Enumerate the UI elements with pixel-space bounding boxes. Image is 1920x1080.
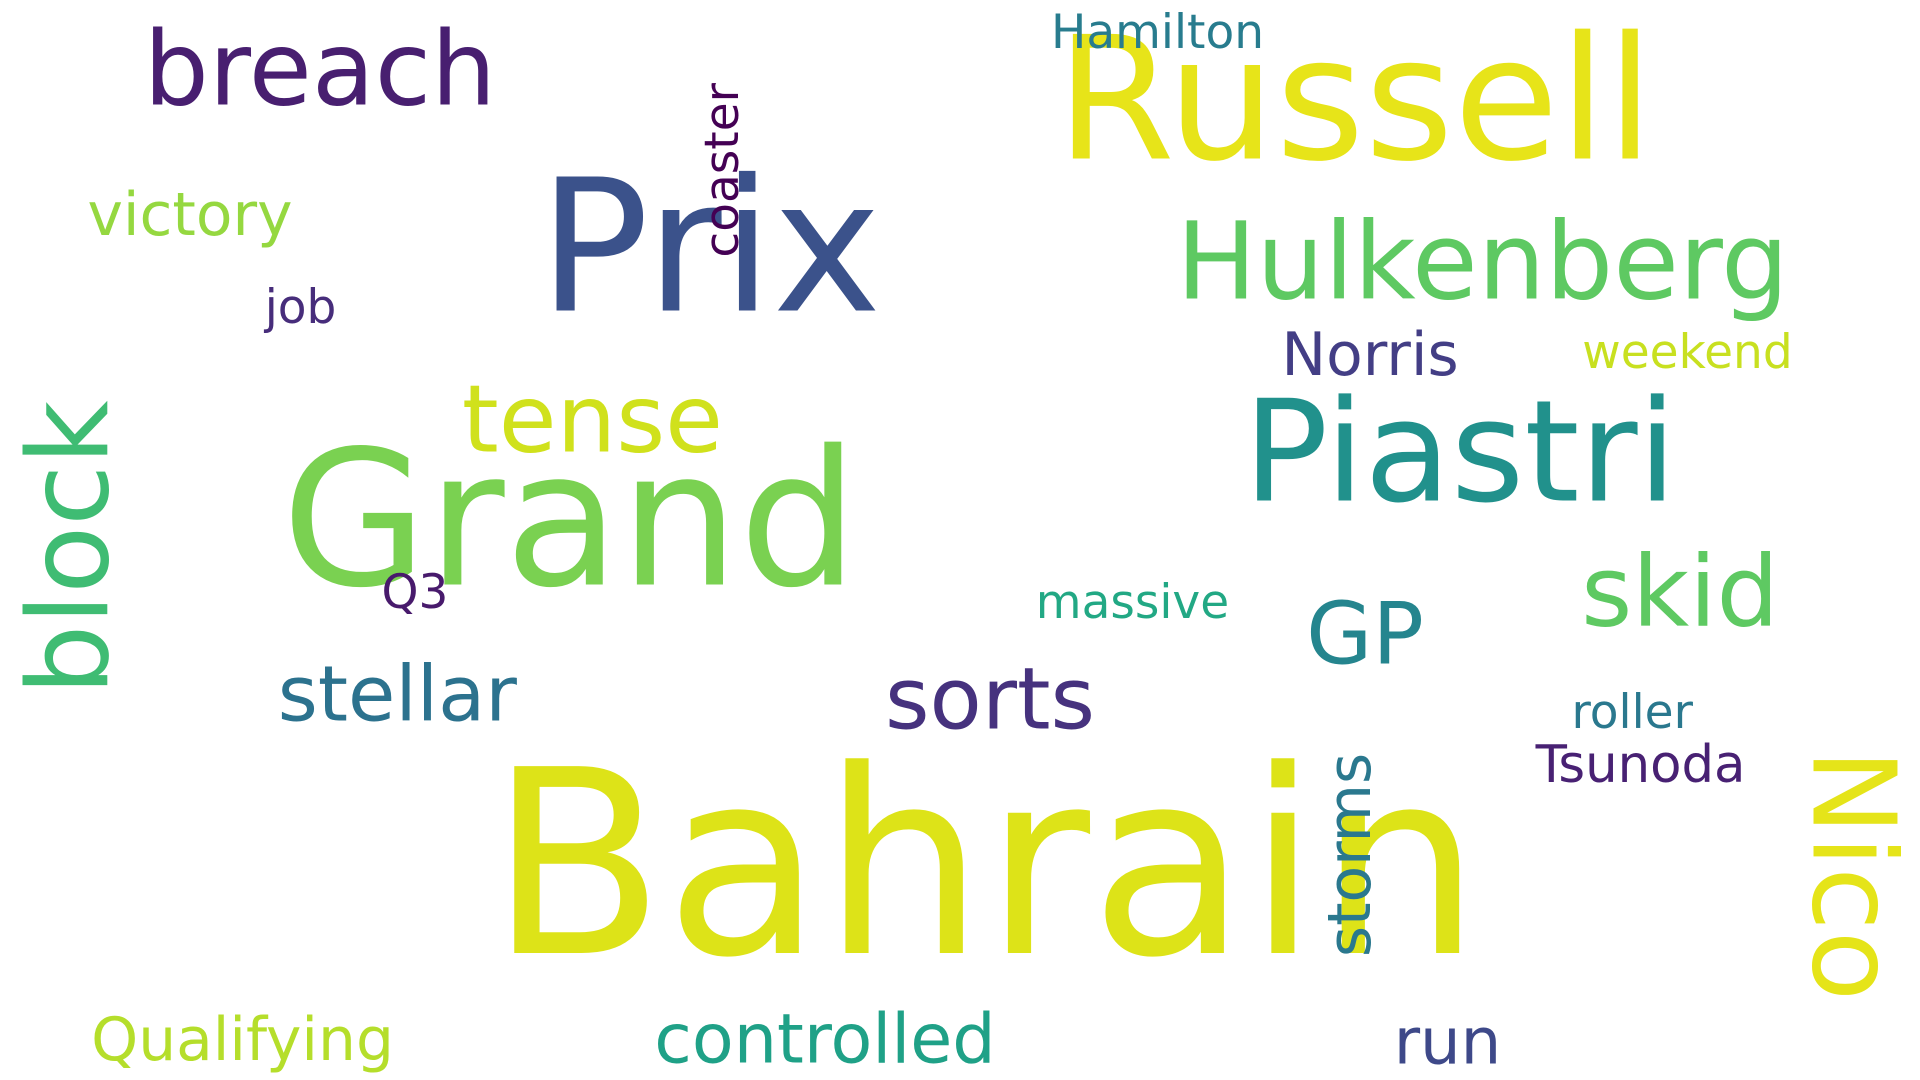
word-hulkenberg: Hulkenberg: [1176, 201, 1789, 325]
word-sorts: sorts: [885, 651, 1095, 750]
word-coaster-group: coaster: [695, 82, 750, 257]
word-grand: Grand: [282, 411, 859, 630]
word-massive: massive: [1036, 575, 1229, 630]
word-roller-group: roller: [1572, 685, 1694, 740]
word-gp: GP: [1306, 586, 1424, 685]
word-block: block: [6, 400, 135, 695]
word-tsunoda: Tsunoda: [1535, 735, 1746, 795]
word-coaster: coaster: [695, 82, 750, 257]
word-skid-group: skid: [1581, 536, 1779, 650]
word-victory: victory: [88, 180, 293, 250]
word-skid: skid: [1581, 536, 1779, 650]
word-nico-group: Nico: [1786, 749, 1920, 1001]
word-norris-group: Norris: [1281, 320, 1458, 390]
word-grand-group: Grand: [282, 411, 859, 630]
word-job-group: job: [264, 280, 337, 335]
word-hamilton-group: Hamilton: [1051, 5, 1264, 60]
word-nico: Nico: [1786, 749, 1920, 1001]
word-weekend: weekend: [1582, 325, 1792, 380]
word-block-group: block: [6, 400, 135, 695]
word-piastri: Piastri: [1243, 371, 1676, 535]
word-run: run: [1394, 1006, 1502, 1080]
word-bahrain: Bahrain: [489, 716, 1481, 1014]
word-hulkenberg-group: Hulkenberg: [1176, 201, 1789, 325]
word-gp-group: GP: [1306, 586, 1424, 685]
word-controlled-group: controlled: [654, 1001, 995, 1080]
word-tense: tense: [462, 366, 723, 475]
word-russell-group: Russell: [1056, 1, 1654, 200]
word-hamilton: Hamilton: [1051, 5, 1264, 60]
word-norris: Norris: [1281, 320, 1458, 390]
word-sorts-group: sorts: [885, 651, 1095, 750]
word-bahrain-group: Bahrain: [489, 716, 1481, 1014]
word-storms: storms: [1315, 753, 1385, 957]
word-prix-group: Prix: [539, 141, 882, 355]
word-qualifying: Qualifying: [91, 1005, 394, 1075]
word-victory-group: victory: [88, 180, 293, 250]
word-run-group: run: [1394, 1006, 1502, 1080]
word-job: job: [264, 280, 337, 335]
word-controlled: controlled: [654, 1001, 995, 1080]
word-roller: roller: [1572, 685, 1694, 740]
word-storms-group: storms: [1315, 753, 1385, 957]
word-breach: breach: [144, 11, 496, 130]
word-tense-group: tense: [462, 366, 723, 475]
word-massive-group: massive: [1036, 575, 1229, 630]
word-qualifying-group: Qualifying: [91, 1005, 394, 1075]
word-russell: Russell: [1056, 1, 1654, 200]
word-breach-group: breach: [144, 11, 496, 130]
word-stellar: stellar: [278, 651, 517, 740]
word-q3: Q3: [382, 565, 449, 620]
word-weekend-group: weekend: [1582, 325, 1792, 380]
word-tsunoda-group: Tsunoda: [1535, 735, 1746, 795]
word-prix: Prix: [539, 141, 882, 355]
word-q3-group: Q3: [382, 565, 449, 620]
word-stellar-group: stellar: [278, 651, 517, 740]
word-piastri-group: Piastri: [1243, 371, 1676, 535]
